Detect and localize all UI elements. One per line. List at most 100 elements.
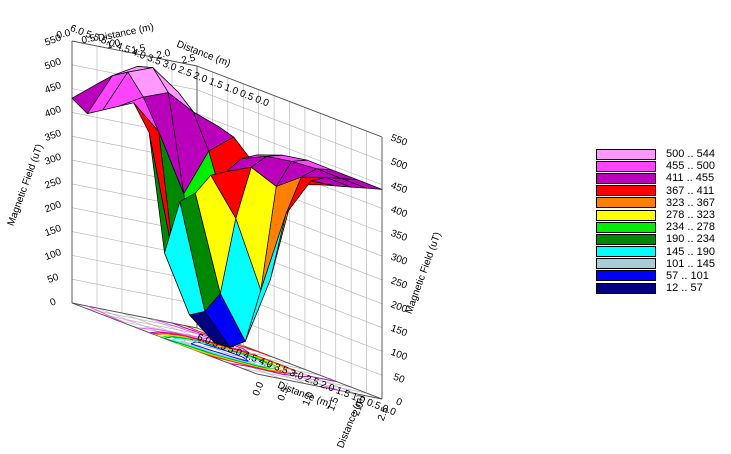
- z-tick-label-right: 50: [392, 372, 407, 386]
- contour-line: [239, 364, 251, 368]
- legend-label: 367 .. 411: [666, 184, 715, 197]
- contour-line: [172, 336, 191, 340]
- x-tick-label-floor: 0.5: [365, 397, 382, 412]
- x-tick-label-top: 6.0: [68, 23, 85, 38]
- contour-line: [293, 375, 300, 378]
- y-tick-label-top: 0.0: [56, 28, 72, 42]
- z-tick-label-right: 150: [389, 323, 409, 339]
- contour-line: [160, 335, 168, 338]
- contour-line: [189, 328, 208, 337]
- z-axis-title-left: Magnetic Field (uT): [6, 143, 46, 228]
- contour-line: [190, 343, 214, 352]
- contour-line: [197, 347, 219, 356]
- contour-line: [154, 332, 162, 335]
- contour-line: [246, 354, 264, 362]
- contour-line: [153, 318, 177, 328]
- contour-line: [176, 326, 197, 335]
- contour-line: [274, 371, 293, 375]
- color-legend: 500 .. 544 455 .. 500 411 .. 455 367 .. 411…: [596, 148, 726, 294]
- contour-line: [256, 350, 270, 357]
- z-tick-label-right: 450: [389, 180, 409, 196]
- x-tick-label-top: 3.0: [161, 59, 178, 74]
- contour-line: [158, 334, 163, 337]
- contour-line: [164, 333, 179, 337]
- y-tick-label-floor: 0.0: [251, 380, 267, 397]
- legend-entry: 12 .. 57: [596, 282, 726, 294]
- legend-entry: 234 .. 278: [596, 221, 726, 233]
- contour-line: [163, 336, 172, 339]
- contour-line: [158, 333, 165, 335]
- surface-plot: 0.00.00.50.51.01.01.51.52.02.02.52.53.03…: [6, 22, 444, 450]
- contour-line: [87, 305, 101, 312]
- contour-line: [225, 356, 256, 366]
- contour-line: [167, 334, 186, 338]
- contour-line: [324, 385, 345, 392]
- legend-swatch: [596, 270, 656, 282]
- contour-line: [258, 363, 265, 366]
- legend-label: 234 .. 278: [666, 221, 715, 234]
- contour-line: [229, 358, 248, 365]
- contour-line: [292, 369, 298, 374]
- contour-line: [192, 346, 213, 355]
- wall-grid-line: [196, 113, 383, 185]
- z-tick-label-left: 0: [49, 296, 58, 308]
- contour-line: [202, 348, 212, 353]
- contour-line: [253, 362, 257, 364]
- x-tick-label-top: 0.5: [238, 88, 255, 103]
- legend-label: 145 .. 190: [666, 245, 715, 258]
- axis-frame-line: [256, 373, 383, 400]
- z-tick-label-left: 400: [43, 104, 63, 120]
- contour-line: [171, 340, 188, 347]
- contour-line: [171, 322, 174, 325]
- legend-label: 278 .. 323: [666, 209, 715, 222]
- y-tick-label-floor: 2.5: [376, 405, 392, 422]
- contour-line: [155, 334, 159, 336]
- contour-line: [178, 334, 201, 341]
- x-tick-label-top: 1.5: [207, 76, 224, 91]
- contour-line: [255, 364, 263, 368]
- contour-line: [284, 368, 288, 372]
- legend-swatch: [596, 282, 656, 294]
- contour-line: [233, 360, 240, 363]
- contour-line: [180, 340, 184, 343]
- contour-line: [281, 373, 294, 377]
- contour-line: [171, 331, 197, 338]
- contour-line: [181, 335, 190, 339]
- contour-line: [200, 339, 214, 345]
- legend-swatch: [596, 160, 656, 172]
- wall-grid-line: [71, 278, 198, 305]
- legend-entry: 323 .. 367: [596, 197, 726, 209]
- contour-line: [190, 341, 196, 345]
- z-tick-label-left: 300: [43, 152, 63, 168]
- contour-line: [177, 337, 193, 341]
- contour-line: [230, 363, 240, 366]
- contour-line: [171, 338, 177, 341]
- x-tick-label-top: 4.5: [115, 41, 132, 56]
- x-tick-label-floor: 5.5: [211, 338, 228, 353]
- contour-line: [228, 356, 254, 364]
- contour-line: [213, 350, 241, 360]
- z-tick-label-right: 100: [389, 347, 409, 363]
- contour-line: [211, 351, 229, 358]
- x-tick-label-floor: 5.0: [226, 344, 243, 359]
- contour-line: [311, 376, 338, 383]
- legend-entry: 455 .. 500: [596, 160, 726, 172]
- x-tick-label-top: 2.5: [176, 64, 193, 79]
- legend-entry: 500 .. 544: [596, 148, 726, 160]
- y-tick-label-top: 1.5: [131, 43, 147, 57]
- contour-line: [165, 338, 193, 348]
- legend-label: 411 .. 455: [666, 172, 715, 185]
- legend-entry: 411 .. 455: [596, 172, 726, 184]
- z-tick-label-right: 250: [389, 276, 409, 292]
- contour-line: [234, 343, 257, 352]
- x-tick-label-floor: 6.0: [195, 332, 212, 347]
- contour-line: [197, 341, 201, 344]
- contour-line: [242, 345, 245, 347]
- contour-line: [149, 331, 160, 334]
- contour-line: [263, 360, 272, 366]
- y-tick-label-floor: 1.0: [301, 390, 317, 407]
- legend-swatch: [596, 185, 656, 197]
- legend-swatch: [596, 172, 656, 184]
- contour-line: [175, 332, 207, 342]
